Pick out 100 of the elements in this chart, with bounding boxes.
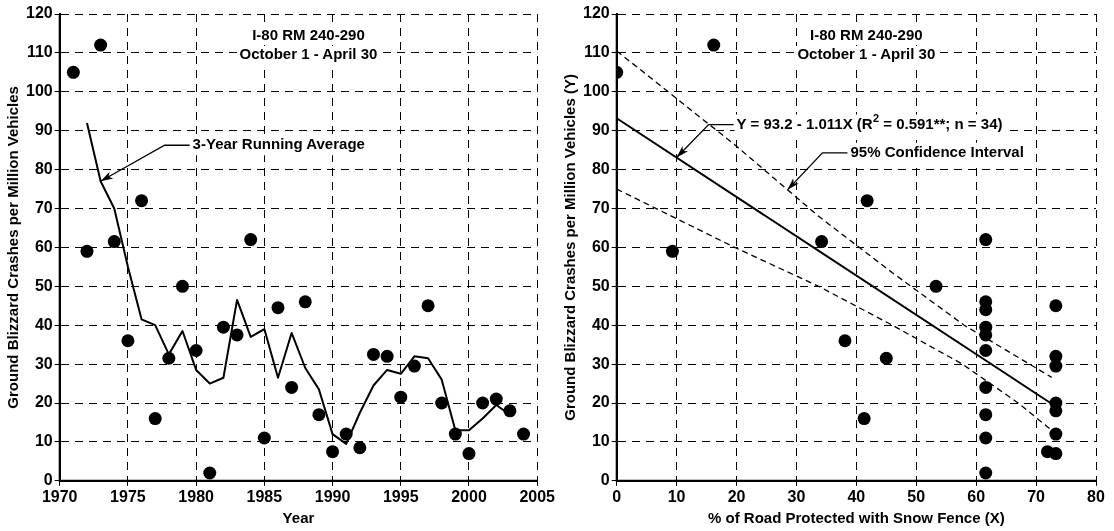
- y-tick-label: 120: [582, 4, 610, 22]
- x-tick-label: 20: [727, 487, 746, 505]
- y-tick-label: 70: [34, 198, 53, 216]
- point: [162, 351, 176, 365]
- y-tick-label: 40: [591, 315, 610, 333]
- y-tick-label: 0: [43, 471, 53, 489]
- x-tick-label: 70: [1027, 487, 1046, 505]
- text: I-80 RM 240-290: [252, 26, 365, 44]
- y-tick-label: 60: [34, 237, 53, 255]
- point: [312, 408, 326, 422]
- x-axis-title: % of Road Protected with Snow Fence (X): [708, 509, 1005, 527]
- point: [489, 392, 503, 406]
- point: [462, 447, 476, 461]
- point: [230, 328, 244, 342]
- x-tick-label: 60: [967, 487, 986, 505]
- point: [815, 235, 829, 249]
- y-tick-label: 20: [591, 393, 610, 411]
- point: [979, 233, 993, 247]
- y-tick-label: 20: [34, 393, 53, 411]
- point: [80, 244, 94, 258]
- y-axis-title: Ground Blizzard Crashes per Million Vehicles: [4, 86, 22, 409]
- point: [1049, 427, 1063, 441]
- point: [838, 334, 852, 348]
- x-tick-label: 30: [787, 487, 806, 505]
- point: [979, 380, 993, 394]
- y-tick-label: 90: [34, 121, 53, 139]
- point: [707, 38, 721, 52]
- point: [244, 233, 258, 247]
- point: [148, 412, 162, 426]
- x-tick-label: 80: [1087, 487, 1105, 505]
- x-tick-label: 1970: [41, 487, 78, 505]
- text: I-80 RM 240-290: [810, 26, 923, 44]
- annotation: 95% Confidence Interval: [850, 142, 1024, 160]
- y-tick-label: 0: [600, 471, 610, 489]
- point: [66, 65, 80, 79]
- x-tick-label: 2005: [519, 487, 556, 505]
- point: [189, 343, 203, 357]
- point: [285, 380, 299, 394]
- y-tick-label: 50: [591, 276, 610, 294]
- point: [860, 194, 874, 208]
- y-tick-label: 100: [25, 82, 53, 100]
- text: October 1 - April 30: [797, 45, 936, 63]
- y-tick-label: 110: [26, 43, 53, 61]
- point: [366, 347, 380, 361]
- y-tick-label: 30: [34, 354, 53, 372]
- x-tick-label: 1975: [110, 487, 146, 505]
- annotation: 3-Year Running Average: [192, 135, 365, 153]
- point: [517, 427, 531, 441]
- point: [135, 194, 149, 208]
- point: [1040, 445, 1054, 459]
- point: [503, 404, 517, 418]
- point: [339, 427, 353, 441]
- point: [665, 244, 679, 258]
- point: [979, 466, 993, 480]
- y-tick-label: 60: [591, 237, 610, 255]
- x-tick-label: 40: [847, 487, 866, 505]
- point: [1049, 359, 1063, 373]
- y-tick-label: 30: [591, 354, 610, 372]
- point: [1049, 404, 1063, 418]
- x-tick-label: 50: [907, 487, 926, 505]
- y-tick-label: 10: [591, 432, 610, 450]
- y-tick-label: 50: [34, 276, 53, 294]
- point: [435, 396, 449, 410]
- x-tick-label: 10: [667, 487, 686, 505]
- point: [407, 359, 421, 373]
- point: [979, 408, 993, 422]
- x-tick-label: 1985: [246, 487, 283, 505]
- y-tick-label: 110: [583, 43, 610, 61]
- point: [326, 445, 340, 459]
- x-tick-label: 1995: [382, 487, 419, 505]
- y-tick-label: 100: [582, 82, 610, 100]
- point: [380, 349, 394, 363]
- point: [979, 343, 993, 357]
- x-tick-label: 0: [612, 487, 622, 505]
- point: [394, 390, 408, 404]
- point: [175, 279, 189, 293]
- y-tick-label: 70: [591, 198, 610, 216]
- point: [257, 431, 271, 445]
- y-tick-label: 40: [34, 315, 53, 333]
- x-tick-label: 1980: [178, 487, 215, 505]
- point: [929, 279, 943, 293]
- y-tick-label: 80: [34, 160, 53, 178]
- y-tick-label: 90: [591, 121, 610, 139]
- y-axis-title: Ground Blizzard Crashes per Million Vehicles (Y): [561, 74, 579, 421]
- point: [979, 303, 993, 317]
- x-tick-label: 2000: [451, 487, 487, 505]
- text: October 1 - April 30: [239, 45, 378, 63]
- x-tick-label: 1990: [314, 487, 351, 505]
- y-tick-label: 10: [34, 432, 53, 450]
- point: [421, 299, 435, 313]
- point: [476, 396, 490, 410]
- y-tick-label: 120: [25, 4, 53, 22]
- point: [448, 427, 462, 441]
- point: [298, 295, 312, 309]
- y-tick-label: 80: [591, 160, 610, 178]
- point: [979, 431, 993, 445]
- x-axis-title: Year: [282, 509, 315, 527]
- point: [216, 320, 230, 334]
- point: [271, 301, 285, 315]
- point: [203, 466, 217, 480]
